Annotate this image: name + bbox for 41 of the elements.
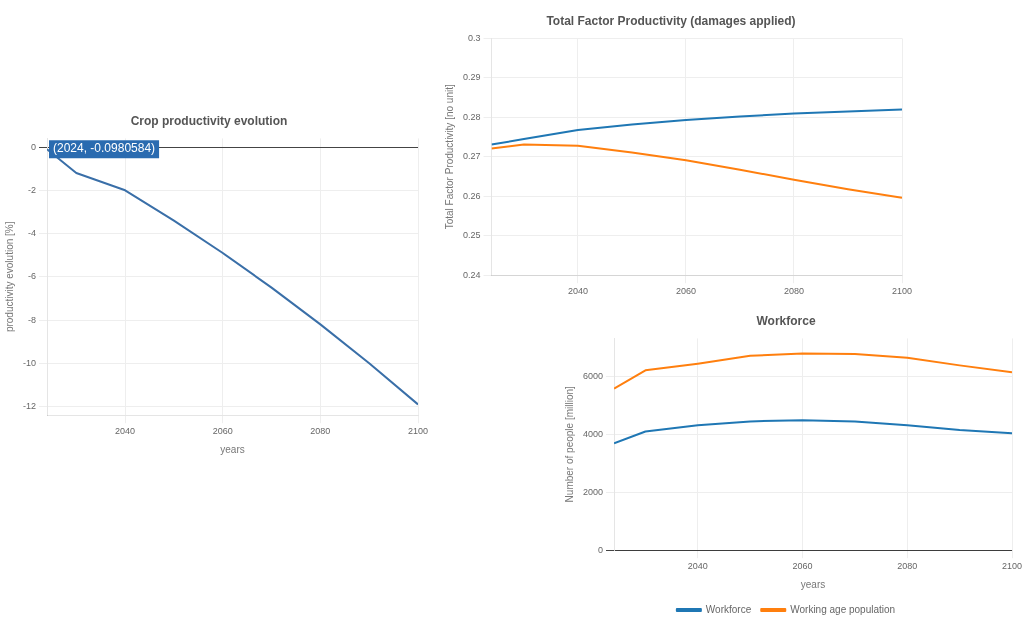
y-axis-title: Number of people [million] (563, 386, 575, 503)
x-tick-label: 2040 (687, 561, 708, 572)
x-tick-label: 2060 (675, 286, 696, 297)
x-tick-label: 2060 (212, 426, 233, 437)
x-axis-title: years (800, 578, 826, 590)
x-tick-label: 2080 (310, 426, 331, 437)
x-tick-label: 2100 (1001, 561, 1023, 572)
x-tick-label: 2060 (792, 561, 813, 572)
x-tick-label: 2040 (115, 426, 136, 437)
y-tick-label: 0.25 (462, 230, 481, 241)
y-tick-label: 0.26 (462, 190, 481, 201)
y-tick-label: -4 (27, 228, 37, 239)
annotation: (2024, -0.0980584) (53, 141, 156, 156)
x-tick-label: 2080 (897, 561, 918, 572)
y-tick-label: 0.3 (468, 32, 481, 43)
y-tick-label: 0.28 (462, 111, 481, 122)
y-tick-label: 0.29 (462, 72, 481, 83)
y-tick-label: -6 (27, 271, 37, 282)
y-tick-label: 0 (598, 544, 604, 555)
x-tick-label: 2080 (783, 286, 804, 297)
y-axis-title: productivity evolution [%] (3, 221, 15, 333)
x-tick-label: 2100 (407, 426, 429, 437)
chart-title: Crop productivity evolution (130, 113, 288, 128)
x-axis-title: years (220, 443, 245, 455)
y-tick-label: -8 (27, 314, 37, 325)
y-tick-label: -12 (22, 401, 37, 412)
y-tick-label: 0.24 (462, 269, 481, 280)
y-tick-label: -10 (22, 357, 37, 368)
y-tick-label: -2 (27, 184, 37, 195)
legend-label: Working age population (790, 603, 896, 615)
y-tick-label: 6000 (582, 370, 604, 381)
x-tick-label: 2040 (567, 286, 588, 297)
y-tick-label: 2000 (582, 486, 604, 497)
y-tick-label: 0.27 (462, 151, 481, 162)
y-tick-label: 0 (30, 141, 37, 152)
legend-label: Workforce (705, 603, 752, 615)
chart-title: Workforce (756, 313, 816, 328)
x-tick-label: 2100 (891, 286, 913, 297)
y-axis-title: Total Factor Productivity [no unit] (443, 84, 455, 230)
chart-title: Total Factor Productivity (damages applied) (546, 13, 796, 28)
y-tick-label: 4000 (582, 428, 604, 439)
